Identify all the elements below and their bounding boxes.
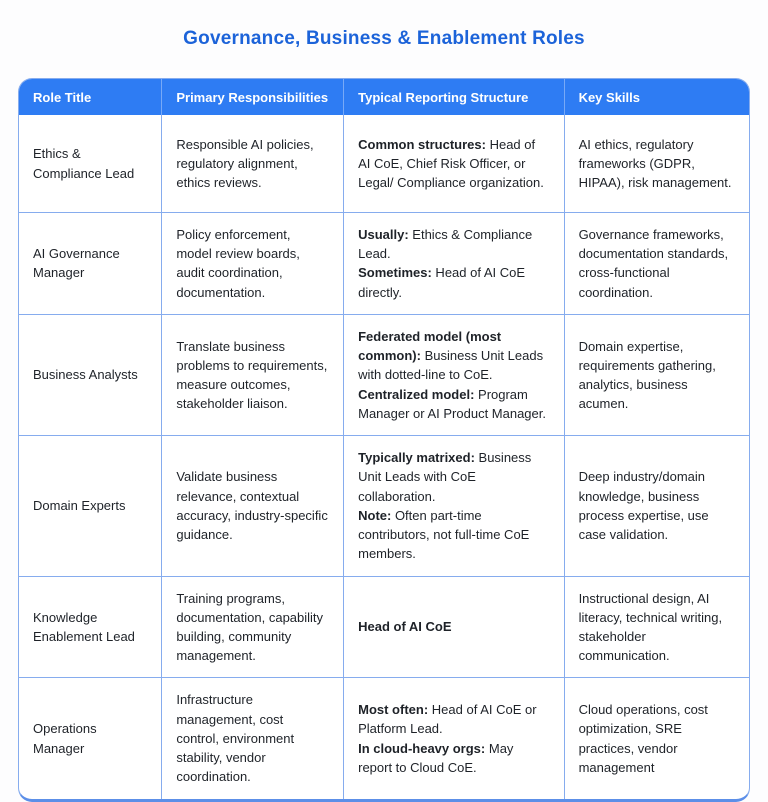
page-title: Governance, Business & Enablement Roles	[183, 28, 585, 49]
table-row: Business Analysts Translate business prob…	[19, 313, 749, 436]
role-title-cell: AI Governance Manager	[33, 246, 120, 281]
reporting-line: Sometimes: Head of AI CoE directly.	[358, 265, 526, 300]
column-header-primary-responsibilities: Primary Responsibilities	[161, 79, 343, 115]
reporting-line: Common structures: Head of AI CoE, Chief…	[358, 136, 544, 191]
column-header-role-title: Role Title	[33, 90, 92, 105]
reporting-line: Head of AI CoE	[358, 619, 452, 635]
table-row: Ethics & Compliance Lead Responsible AI p…	[19, 115, 749, 212]
responsibilities-cell: Validate business relevance, contextual …	[161, 436, 343, 576]
reporting-line: Most often: Head of AI CoE or Platform L…	[358, 702, 537, 737]
table-row: AI Governance Manager Policy enforcement,…	[19, 212, 749, 314]
table-row: Operations Manager Infrastructure managem…	[19, 677, 749, 799]
reporting-line: Usually: Ethics & Compliance Lead.	[358, 227, 533, 262]
roles-table: Role Title Primary Responsibilities Typi…	[18, 78, 750, 802]
reporting-line: Federated model (most common): Business …	[358, 328, 544, 383]
reporting-line: Typically matrixed: Business Unit Leads …	[358, 450, 532, 504]
responsibilities-cell: Responsible AI policies, regulatory alig…	[161, 115, 343, 212]
role-title-cell: Ethics & Compliance Lead	[33, 146, 135, 181]
key-skills-cell: Governance frameworks, documentation sta…	[563, 213, 749, 314]
reporting-structure-cell: Usually: Ethics & Compliance Lead. Someti…	[343, 213, 563, 314]
role-title-cell: Business Analysts	[33, 367, 138, 383]
table-header-row: Role Title Primary Responsibilities Typi…	[19, 79, 749, 115]
reporting-structure-cell: Typically matrixed: Business Unit Leads …	[343, 436, 563, 576]
responsibilities-cell: Translate business problems to requireme…	[161, 314, 343, 436]
reporting-structure-cell: Federated model (most common): Business …	[343, 314, 563, 436]
key-skills-cell: Deep industry/domain knowledge, business…	[563, 436, 749, 576]
column-header-key-skills: Key Skills	[563, 79, 749, 115]
reporting-structure-cell: Head of AI CoE	[343, 576, 563, 678]
reporting-line: Note: Often part-time contributors, not …	[358, 507, 530, 562]
reporting-line: In cloud-heavy orgs: May report to Cloud…	[358, 740, 514, 775]
role-title-cell: Domain Experts	[33, 498, 126, 514]
role-title-cell: Knowledge Enablement Lead	[33, 609, 135, 644]
responsibilities-cell: Training programs, documentation, capabi…	[161, 576, 343, 678]
reporting-structure-cell: Common structures: Head of AI CoE, Chief…	[343, 115, 563, 212]
responsibilities-cell: Policy enforcement, model review boards,…	[161, 213, 343, 314]
key-skills-cell: Instructional design, AI literacy, techn…	[563, 576, 749, 678]
key-skills-cell: AI ethics, regulatory frameworks (GDPR, …	[563, 115, 749, 212]
table-row: Knowledge Enablement Lead Training progra…	[19, 575, 749, 678]
table-body: Ethics & Compliance Lead Responsible AI p…	[19, 115, 749, 799]
key-skills-cell: Domain expertise, requirements gathering…	[563, 314, 749, 436]
table-row: Domain Experts Validate business relevanc…	[19, 435, 749, 576]
reporting-line: Centralized model: Program Manager or AI…	[358, 386, 546, 421]
page: Governance, Business & Enablement Roles …	[18, 28, 750, 802]
column-header-typical-reporting-structure: Typical Reporting Structure	[343, 79, 563, 115]
